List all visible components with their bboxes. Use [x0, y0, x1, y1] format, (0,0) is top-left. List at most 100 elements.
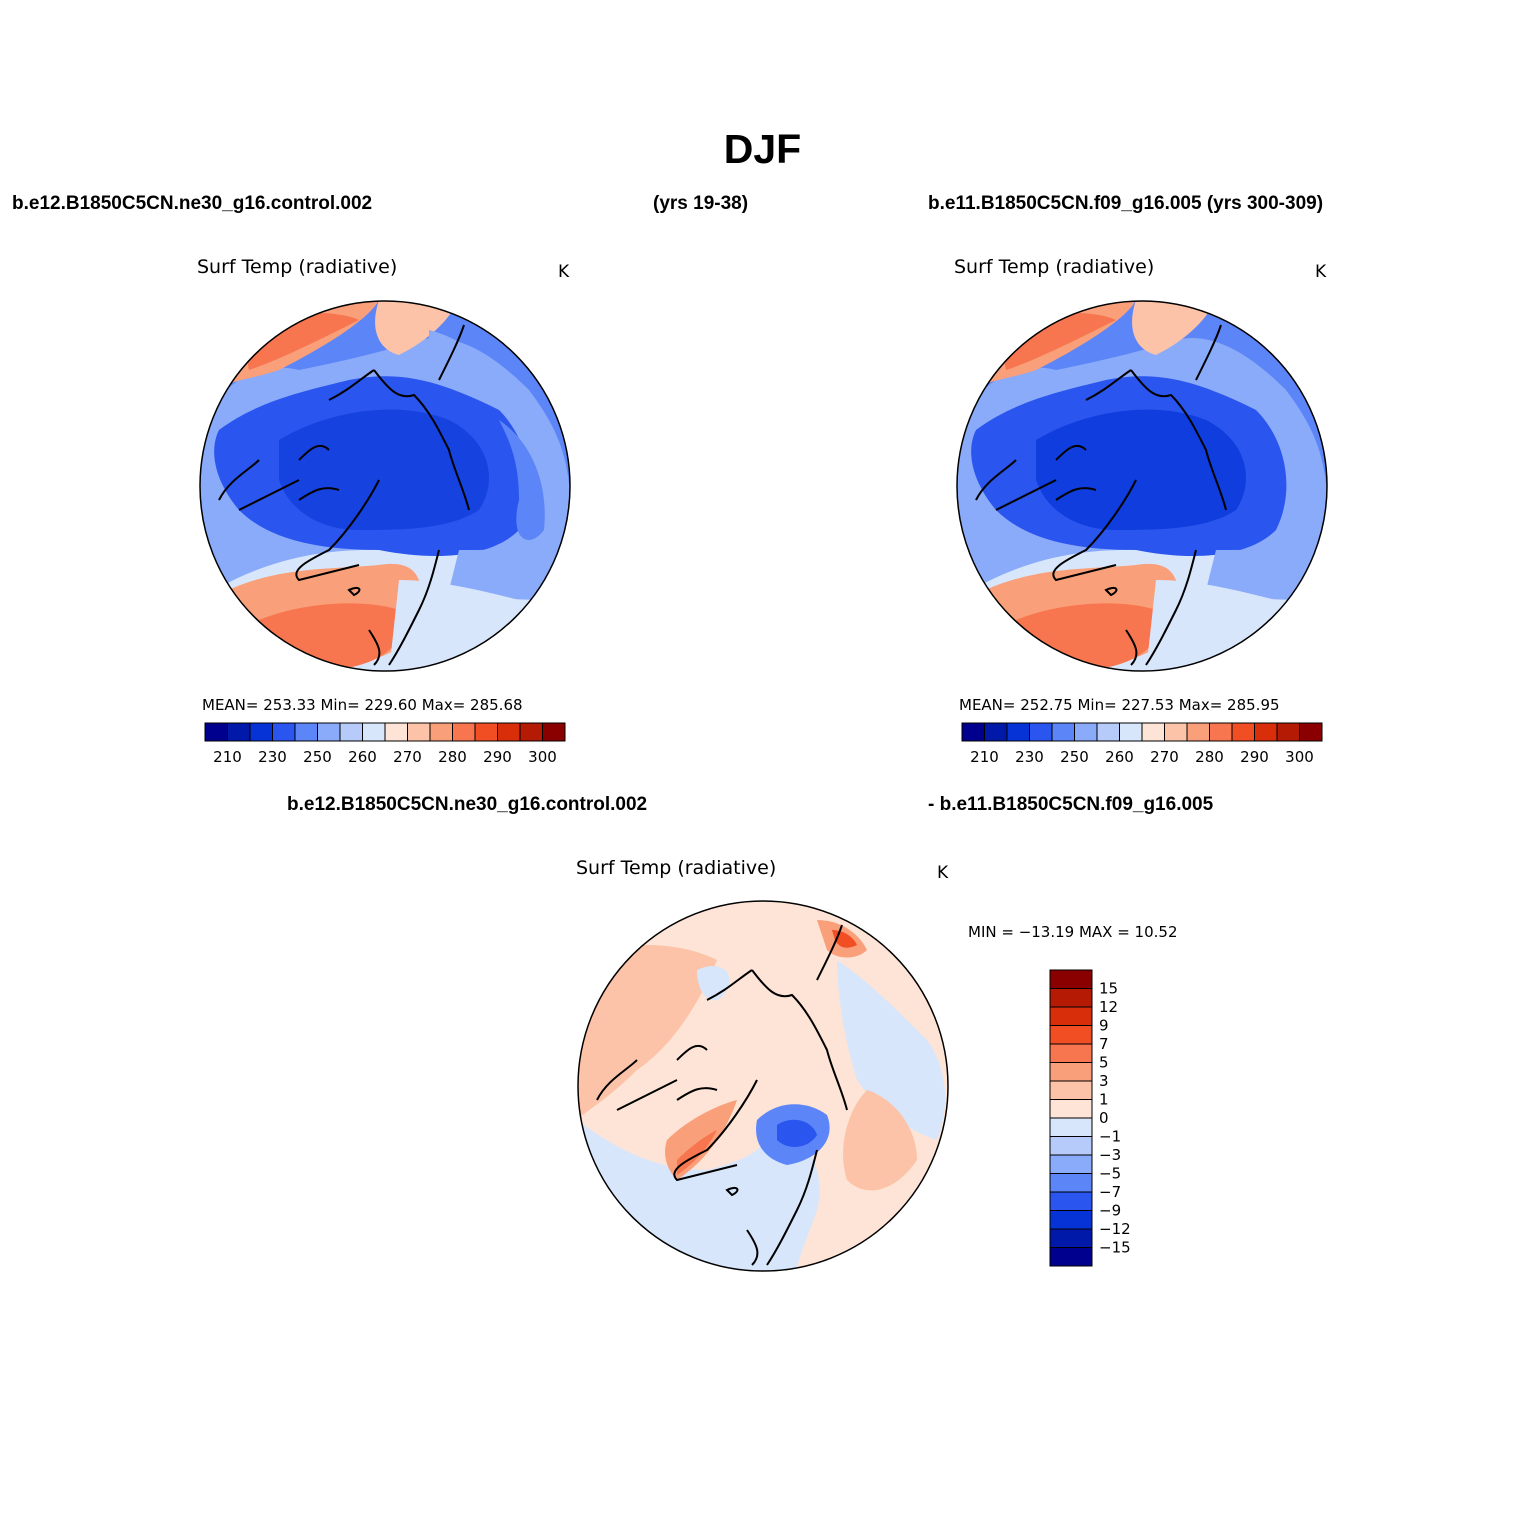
panel2-colorbar-tick-label: 230 [1015, 748, 1044, 766]
panel2-stats: MEAN= 252.75 Min= 227.53 Max= 285.95 [959, 696, 1280, 714]
diff-colorbar-swatch [1049, 1062, 1093, 1082]
case-title-right: b.e11.B1850C5CN.f09_g16.005 (yrs 300-309… [928, 193, 1324, 214]
panel1-stats: MEAN= 253.33 Min= 229.60 Max= 285.68 [202, 696, 523, 714]
panel2-colorbar-tick-label: 210 [970, 748, 999, 766]
panel2-colorbar-tick-label: 280 [1195, 748, 1224, 766]
panel2-colorbar: 210 230 250 260 270 280 290 300 [961, 722, 1323, 766]
panel2-colorbar-swatch [1006, 722, 1030, 742]
diff-colorbar-swatch [1049, 1099, 1093, 1119]
panel2-colorbar-swatch [961, 722, 985, 742]
diff-colorbar-swatch [1049, 1228, 1093, 1248]
panel1-colorbar-swatch [542, 722, 566, 742]
diff-colorbar-tick-label: −12 [1099, 1220, 1131, 1238]
panel2-colorbar-tick-label: 290 [1240, 748, 1269, 766]
panel1-colorbar-swatch [452, 722, 476, 742]
diff-colorbar-swatch [1049, 1173, 1093, 1193]
diff-colorbar-tick-label: 15 [1099, 980, 1118, 998]
panel1-colorbar-tick-label: 250 [303, 748, 332, 766]
diff-colorbar-swatch [1049, 969, 1093, 989]
panel2-colorbar-tick-label: 300 [1285, 748, 1314, 766]
diff-colorbar-tick-label: 5 [1099, 1054, 1109, 1072]
panel1-colorbar-tick-label: 260 [348, 748, 377, 766]
diff-colorbar-tick-label: −3 [1099, 1146, 1121, 1164]
diff-colorbar-swatch [1049, 1247, 1093, 1267]
panel1-colorbar-tick-label: 270 [393, 748, 422, 766]
diff-units-label: K [937, 863, 949, 883]
diff-colorbar-tick-label: −1 [1099, 1128, 1121, 1146]
panel1-polar-map [199, 300, 571, 672]
diff-colorbar-tick-label: 7 [1099, 1035, 1109, 1053]
panel2-colorbar-tick-label: 250 [1060, 748, 1089, 766]
panel2-colorbar-swatch [984, 722, 1008, 742]
diff-colorbar-swatch [1049, 1025, 1093, 1045]
panel2-variable-label: Surf Temp (radiative) [954, 256, 1155, 278]
panel1-colorbar-swatch [317, 722, 341, 742]
diff-colorbar-tick-label: 1 [1099, 1091, 1109, 1109]
panel1-colorbar-swatch [294, 722, 318, 742]
panel1-units-label: K [558, 262, 570, 282]
panel1-colorbar-swatch [339, 722, 363, 742]
panel1-colorbar-swatch [519, 722, 543, 742]
panel2-colorbar-tick-label: 270 [1150, 748, 1179, 766]
diff-colorbar-swatch [1049, 1210, 1093, 1230]
diff-colorbar-swatch [1049, 988, 1093, 1008]
panel2-colorbar-swatch [1231, 722, 1255, 742]
panel2-colorbar-swatch [1029, 722, 1053, 742]
panel1-colorbar-swatch [362, 722, 386, 742]
diff-colorbar-tick-label: 0 [1099, 1109, 1109, 1127]
panel1-colorbar-swatch [384, 722, 408, 742]
diff-stats: MIN = −13.19 MAX = 10.52 [968, 923, 1178, 941]
diff-colorbar-tick-label: −9 [1099, 1202, 1121, 1220]
panel1-colorbar-tick-label: 300 [528, 748, 557, 766]
panel1-colorbar-swatch [474, 722, 498, 742]
panel1-colorbar-swatch [407, 722, 431, 742]
panel2-colorbar-swatch [1186, 722, 1210, 742]
panel1-colorbar-tick-label: 280 [438, 748, 467, 766]
panel1-colorbar-swatch [429, 722, 453, 742]
diff-colorbar-tick-label: 12 [1099, 998, 1118, 1016]
panel1-colorbar-swatch [497, 722, 521, 742]
diff-title-left: b.e12.B1850C5CN.ne30_g16.control.002 [287, 794, 648, 815]
diff-polar-map [577, 900, 949, 1272]
panel2-colorbar-swatch [1074, 722, 1098, 742]
diff-colorbar-tick-label: −5 [1099, 1165, 1121, 1183]
panel1-colorbar-tick-label: 290 [483, 748, 512, 766]
panel1-colorbar-tick-label: 230 [258, 748, 287, 766]
panel1-colorbar-swatch [249, 722, 273, 742]
diff-colorbar-tick-label: −15 [1099, 1239, 1131, 1257]
diff-variable-label: Surf Temp (radiative) [576, 857, 777, 879]
panel2-colorbar-swatch [1141, 722, 1165, 742]
diff-colorbar-tick-label: 9 [1099, 1017, 1109, 1035]
diff-colorbar-swatch [1049, 1136, 1093, 1156]
page-title: DJF [723, 126, 802, 172]
panel2-colorbar-swatch [1096, 722, 1120, 742]
diff-colorbar-swatch [1049, 1154, 1093, 1174]
panel2-colorbar-tick-label: 260 [1105, 748, 1134, 766]
panel2-colorbar-swatch [1164, 722, 1188, 742]
panel1-colorbar-swatch [204, 722, 228, 742]
panel1-variable-label: Surf Temp (radiative) [197, 256, 398, 278]
diff-colorbar-swatch [1049, 1191, 1093, 1211]
diff-colorbar-tick-label: −7 [1099, 1183, 1121, 1201]
diff-title-right: - b.e11.B1850C5CN.f09_g16.005 [928, 794, 1214, 815]
diff-colorbar-swatch [1049, 1080, 1093, 1100]
panel2-colorbar-swatch [1209, 722, 1233, 742]
case-years-left: (yrs 19-38) [653, 193, 749, 214]
panel1-colorbar: 210 230 250 260 270 280 290 300 [204, 722, 566, 766]
panel2-colorbar-swatch [1254, 722, 1278, 742]
diff-colorbar-swatch [1049, 1117, 1093, 1137]
panel2-colorbar-swatch [1299, 722, 1323, 742]
panel1-colorbar-swatch [227, 722, 251, 742]
panel1-colorbar-tick-label: 210 [213, 748, 242, 766]
panel1-colorbar-swatch [272, 722, 296, 742]
case-title-left: b.e12.B1850C5CN.ne30_g16.control.002 [12, 193, 373, 214]
panel2-units-label: K [1315, 262, 1327, 282]
panel2-colorbar-swatch [1276, 722, 1300, 742]
panel2-colorbar-swatch [1051, 722, 1075, 742]
diff-colorbar-swatch [1049, 1006, 1093, 1026]
diff-colorbar-swatch [1049, 1043, 1093, 1063]
diff-colorbar-tick-label: 3 [1099, 1072, 1109, 1090]
panel2-polar-map [956, 300, 1328, 672]
panel2-colorbar-swatch [1119, 722, 1143, 742]
